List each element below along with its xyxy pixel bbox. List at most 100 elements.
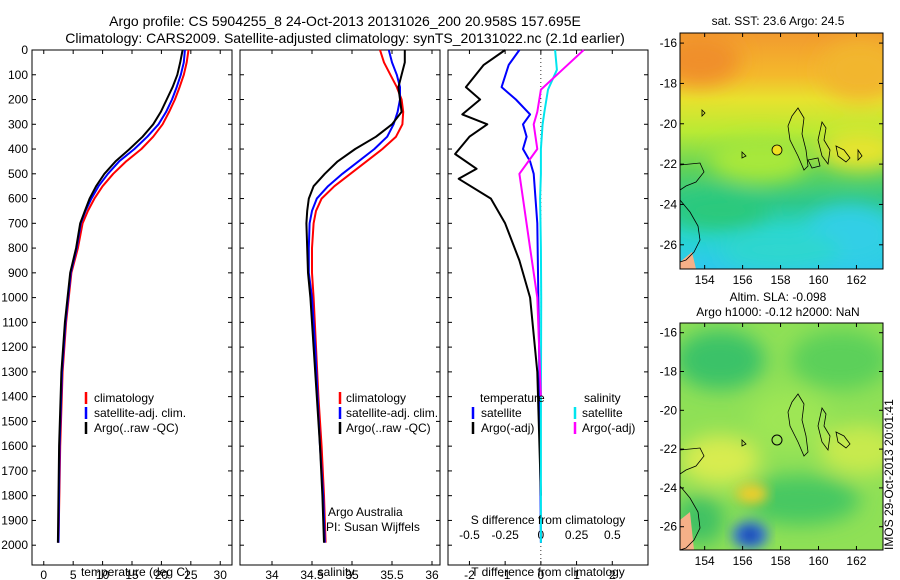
map-x-tick-label: 160: [808, 554, 828, 568]
temperature-lines: [56, 49, 190, 543]
y-tick-label: 800: [8, 241, 28, 255]
sst-map-axes: 154 156 158 160 162 -16 -18 -20 -22 -24 -26: [660, 33, 883, 287]
temperature-legend: climatology satellite-adj. clim. Argo(..…: [84, 391, 186, 435]
temperature-panel-frame: [31, 49, 233, 566]
sst-coastlines: [680, 107, 863, 263]
temperature-xlabel: temperature (deg C): [81, 565, 189, 579]
series-line-satellite-adj-clim-: [57, 49, 186, 543]
sla-argo-marker: [771, 434, 783, 446]
y-tick-label: 600: [8, 192, 28, 206]
map-y-tick-label: -22: [660, 442, 678, 456]
series-line-s-argo-adj-: [518, 49, 585, 397]
y-tick-label: 1100: [2, 315, 28, 329]
x-tick-label: 10: [96, 568, 110, 580]
map-y-tick-label: -18: [660, 365, 678, 379]
map-y-tick-label: -22: [660, 157, 678, 171]
legend-label-satellite: satellite-adj. clim.: [346, 406, 438, 420]
map-y-tick-label: -18: [660, 76, 678, 90]
difference-lines: [454, 49, 585, 543]
x-tick-label: 1: [573, 568, 580, 580]
map-y-tick-label: -20: [660, 403, 678, 417]
sst-map-title: sat. SST: 23.6 Argo: 24.5: [712, 14, 845, 28]
legend-label-climatology: climatology: [94, 391, 154, 405]
header-line-2: Climatology: CARS2009. Satellite-adjuste…: [65, 30, 625, 46]
x-tick-label: 0: [538, 568, 545, 580]
y-tick-label: 1800: [1, 489, 28, 503]
map-y-tick-label: -20: [660, 117, 678, 131]
map-x-tick-label: 160: [808, 273, 828, 287]
salinity-annotation-line-2: PI: Susan Wijffels: [326, 520, 420, 534]
sla-map-axes: 154 156 158 160 162 -16 -18 -20 -22 -24 -26: [660, 323, 883, 568]
x-tick-label: 34.5: [300, 568, 324, 580]
map-x-tick-label: 162: [846, 554, 866, 568]
series-line-t-satellite: [500, 49, 542, 543]
difference-top-xlabel: S difference from climatology: [471, 513, 626, 527]
y-tick-label: 1500: [1, 414, 28, 428]
map-x-tick-label: 158: [771, 554, 791, 568]
sla-hotspots: [732, 484, 768, 549]
map-y-tick-label: -26: [660, 238, 678, 252]
x-tick-label: 5: [70, 568, 77, 580]
y-tick-label: 1200: [1, 340, 28, 354]
legend-label-s-argo: Argo(-adj): [582, 421, 635, 435]
map-x-tick-label: 156: [733, 273, 753, 287]
salinity-panel-frame: [239, 49, 441, 566]
difference-xlabel: T difference from climatology: [471, 565, 625, 579]
series-line-s-satellite: [539, 49, 558, 543]
y-tick-label: 500: [8, 167, 28, 181]
y-tick-label: 300: [8, 117, 28, 131]
series-line-argo-raw-qc-: [305, 50, 406, 543]
x-tick-label: 2: [609, 568, 616, 580]
y-tick-label: 0: [21, 43, 28, 57]
sst-map-frame: [679, 32, 884, 270]
map-y-tick-label: -16: [660, 36, 678, 50]
x-tick-label: 15: [125, 568, 139, 580]
difference-panel-frame: [447, 49, 649, 566]
y-tick-label: 100: [8, 68, 28, 82]
salinity-axes: 34 34.5 35 35.5 36: [240, 49, 440, 580]
map-x-tick-label: 154: [695, 273, 715, 287]
x-top-tick-label: -0.5: [459, 528, 480, 542]
map-y-tick-label: -24: [660, 481, 678, 495]
legend-label-t-satellite: satellite: [481, 406, 522, 420]
y-tick-label: 1900: [1, 513, 28, 527]
salinity-xlabel: salinity: [318, 565, 355, 579]
map-y-tick-label: -24: [660, 197, 678, 211]
salinity-legend: climatology satellite-adj. clim. Argo(..…: [338, 391, 438, 435]
series-line-climatology: [311, 49, 405, 543]
y-tick-label: 700: [8, 216, 28, 230]
y-tick-label: 1600: [1, 439, 28, 453]
y-tick-label: 2000: [1, 538, 28, 552]
legend-title-salinity: salinity: [584, 391, 621, 405]
sla-map-title-line-2: Argo h1000: -0.12 h2000: NaN: [696, 305, 859, 319]
series-line-climatology: [57, 49, 190, 543]
x-top-tick-label: -0.25: [491, 528, 519, 542]
map-x-tick-label: 154: [695, 554, 715, 568]
legend-label-s-satellite: satellite: [582, 406, 623, 420]
sla-coastlines: [680, 393, 851, 550]
legend-label-climatology: climatology: [346, 391, 406, 405]
header-line-1: Argo profile: CS 5904255_8 24-Oct-2013 2…: [109, 13, 581, 29]
salinity-annotation-line-1: Argo Australia: [328, 505, 403, 519]
sla-texture: [680, 330, 883, 545]
legend-label-t-argo: Argo(-adj): [481, 421, 534, 435]
salinity-lines: [305, 49, 406, 543]
x-tick-label: 30: [214, 568, 228, 580]
x-tick-label: -2: [464, 568, 475, 580]
map-x-tick-label: 158: [771, 273, 791, 287]
series-line-t-argo-adj-: [454, 49, 542, 496]
sla-map-title-line-1: Altim. SLA: -0.098: [730, 290, 827, 304]
sst-map: [680, 33, 883, 269]
y-tick-label: 1300: [1, 365, 28, 379]
legend-label-satellite: satellite-adj. clim.: [94, 406, 186, 420]
series-line-argo-raw-qc-: [56, 49, 184, 543]
sla-land: [680, 512, 694, 550]
x-tick-label: -1: [500, 568, 511, 580]
x-tick-label: 0: [40, 568, 47, 580]
difference-axes: -2 -1 0 1 2-0.5 -0.25 0 0.25 0.5: [448, 49, 648, 580]
legend-label-argo: Argo(..raw -QC): [346, 421, 431, 435]
y-tick-label: 1000: [1, 291, 28, 305]
map-y-tick-label: -16: [660, 326, 678, 340]
legend-label-argo: Argo(..raw -QC): [94, 421, 179, 435]
